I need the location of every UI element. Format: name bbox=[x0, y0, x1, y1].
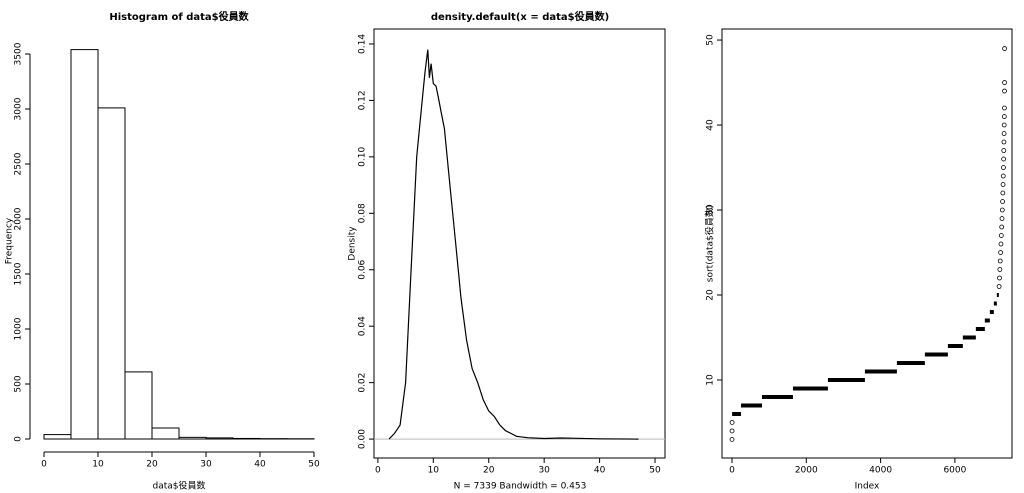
bar bbox=[232, 437, 261, 440]
x-tick-label: 40 bbox=[594, 466, 606, 476]
x-tick-label: 4000 bbox=[869, 466, 892, 476]
y-axis-label: sort(data$役員数) bbox=[704, 205, 716, 282]
bar bbox=[151, 427, 180, 440]
y-tick-label: 2500 bbox=[14, 152, 24, 175]
point bbox=[1000, 173, 1006, 179]
point bbox=[999, 224, 1005, 230]
point bbox=[1000, 199, 1005, 204]
y-tick-label: 0.14 bbox=[358, 34, 368, 54]
y-tick-label: 10 bbox=[706, 374, 716, 386]
y-tick-label: 2000 bbox=[14, 207, 24, 230]
x-axis-label: data$役員数 bbox=[153, 480, 206, 492]
x-tick-label: 50 bbox=[649, 466, 661, 476]
x-tick-label: 0 bbox=[729, 466, 735, 476]
bar bbox=[97, 107, 126, 440]
y-tick-label: 500 bbox=[14, 375, 24, 392]
point bbox=[998, 250, 1003, 255]
chart-title: density.default(x = data$役員数) bbox=[431, 10, 609, 23]
x-axis-label: Index bbox=[855, 482, 880, 492]
y-tick-label: 0.06 bbox=[358, 259, 368, 279]
point bbox=[729, 420, 735, 425]
y-tick-label: 50 bbox=[706, 34, 716, 46]
point bbox=[998, 241, 1004, 247]
x-tick-label: 0 bbox=[375, 466, 381, 476]
y-tick-label: 0.10 bbox=[358, 147, 368, 167]
point bbox=[998, 233, 1004, 238]
bar bbox=[205, 437, 234, 440]
point bbox=[997, 275, 1002, 281]
plot-box bbox=[721, 28, 1013, 459]
x-tick-label: 20 bbox=[146, 460, 158, 470]
point bbox=[999, 207, 1005, 213]
point bbox=[1001, 156, 1007, 162]
point bbox=[1001, 114, 1007, 119]
point bbox=[1002, 88, 1007, 94]
x-tick-label: 10 bbox=[428, 466, 440, 476]
y-tick-label: 3500 bbox=[14, 42, 24, 65]
y-axis-label: Density bbox=[348, 226, 358, 261]
x-tick-label: 40 bbox=[254, 460, 266, 470]
point bbox=[1000, 182, 1006, 187]
point bbox=[729, 428, 735, 434]
point bbox=[997, 267, 1003, 272]
plot-box bbox=[373, 28, 666, 459]
chart-title: Histogram of data$役員数 bbox=[109, 10, 249, 23]
x-axis-label: N = 7339 Bandwidth = 0.453 bbox=[454, 482, 587, 492]
point bbox=[1001, 131, 1007, 136]
point bbox=[999, 216, 1005, 221]
x-tick-label: 0 bbox=[41, 460, 47, 470]
y-tick-label: 0.00 bbox=[358, 429, 368, 449]
density-line bbox=[388, 49, 639, 440]
point bbox=[1001, 165, 1006, 170]
x-tick-label: 50 bbox=[308, 460, 320, 470]
y-tick-label: 1000 bbox=[14, 317, 24, 340]
bar bbox=[43, 434, 72, 440]
point bbox=[997, 258, 1003, 264]
y-tick-label: 30 bbox=[706, 204, 716, 216]
y-tick-label: 0 bbox=[14, 436, 24, 442]
y-tick-label: 1500 bbox=[14, 262, 24, 285]
x-tick-label: 2000 bbox=[795, 466, 818, 476]
y-tick-label: 20 bbox=[706, 289, 716, 301]
point bbox=[1002, 80, 1007, 85]
x-tick-label: 20 bbox=[483, 466, 495, 476]
point bbox=[1002, 46, 1008, 51]
y-tick-label: 0.02 bbox=[358, 373, 368, 393]
bar bbox=[124, 371, 153, 440]
point bbox=[1001, 148, 1007, 153]
point bbox=[729, 437, 735, 442]
point bbox=[1002, 105, 1007, 111]
x-tick-label: 10 bbox=[92, 460, 104, 470]
y-tick-label: 0.12 bbox=[358, 90, 368, 110]
point bbox=[1000, 190, 1006, 196]
x-tick-label: 30 bbox=[200, 460, 212, 470]
bar bbox=[178, 436, 207, 440]
point bbox=[1001, 139, 1007, 145]
x-tick-label: 6000 bbox=[943, 466, 966, 476]
x-tick-label: 30 bbox=[538, 466, 550, 476]
y-axis-label: Frequency bbox=[5, 217, 15, 264]
y-tick-label: 3000 bbox=[14, 97, 24, 120]
point bbox=[996, 284, 1002, 289]
bar bbox=[70, 49, 99, 440]
y-tick-label: 0.04 bbox=[358, 316, 368, 336]
y-tick-label: 0.08 bbox=[358, 203, 368, 223]
point bbox=[1001, 122, 1007, 128]
y-tick-label: 40 bbox=[706, 119, 716, 131]
